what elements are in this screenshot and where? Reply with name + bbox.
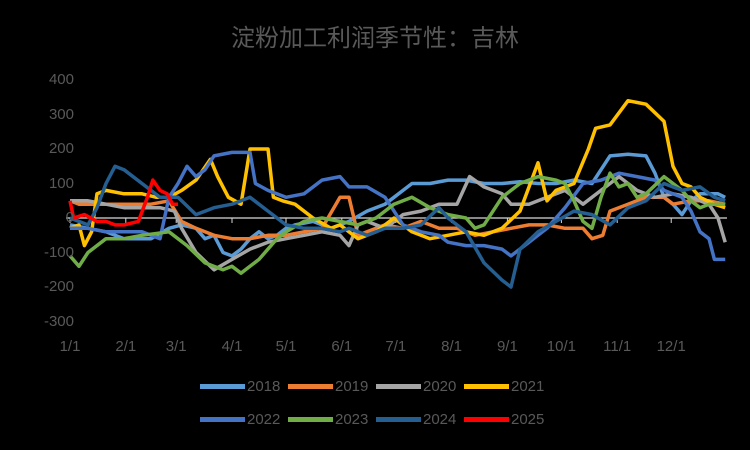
x-tick-label: 3/1 xyxy=(165,338,187,355)
x-tick-label: 8/1 xyxy=(441,338,463,355)
x-tick-label: 11/1 xyxy=(603,338,632,355)
series-line-2025 xyxy=(68,178,178,227)
y-tick-label: 0 xyxy=(65,209,74,226)
x-tick-label: 2/1 xyxy=(115,338,137,355)
x-tick-label: 6/1 xyxy=(331,338,353,355)
legend-swatch xyxy=(376,417,421,422)
legend-item-2022: 2022 xyxy=(200,411,288,428)
chart-legend: 2018 2019 2020 2021 2022 2023 2024 2025 xyxy=(200,378,580,428)
legend-item-2025: 2025 xyxy=(464,411,552,428)
legend-label: 2023 xyxy=(335,411,369,428)
x-tick-label: 9/1 xyxy=(496,338,518,355)
legend-label: 2025 xyxy=(511,411,545,428)
series-line-2023 xyxy=(68,171,726,275)
legend-label: 2018 xyxy=(247,378,281,395)
legend-swatch xyxy=(464,417,509,422)
legend-label: 2019 xyxy=(335,378,369,395)
legend-item-2018: 2018 xyxy=(200,378,288,395)
series-line-2018 xyxy=(69,152,726,258)
legend-label: 2024 xyxy=(423,411,457,428)
legend-label: 2022 xyxy=(247,411,281,428)
legend-item-2023: 2023 xyxy=(288,411,376,428)
legend-swatch xyxy=(288,417,333,422)
y-tick-label: -200 xyxy=(43,278,74,295)
legend-item-2020: 2020 xyxy=(376,378,464,395)
y-tick-label: 400 xyxy=(48,71,74,88)
series-line-2022 xyxy=(70,150,726,262)
chart-title: 淀粉加工利润季节性：吉林 xyxy=(231,24,519,52)
legend-item-2021: 2021 xyxy=(464,378,552,395)
y-tick-label: 100 xyxy=(48,174,74,192)
legend-swatch xyxy=(464,384,509,389)
legend-swatch xyxy=(288,384,333,389)
legend-swatch xyxy=(376,384,421,389)
y-tick-label: -300 xyxy=(43,312,74,330)
x-tick-label: 1/1 xyxy=(59,338,81,355)
legend-item-2019: 2019 xyxy=(288,378,376,395)
series-lines xyxy=(68,98,727,289)
legend-label: 2020 xyxy=(423,378,457,395)
y-tick-label: -100 xyxy=(43,243,74,261)
y-tick-label: 300 xyxy=(48,105,74,123)
x-tick-label: 10/1 xyxy=(546,338,576,355)
y-tick-label: 200 xyxy=(48,140,74,157)
legend-swatch xyxy=(200,417,245,422)
legend-label: 2021 xyxy=(511,378,545,395)
x-tick-label: 4/1 xyxy=(221,338,243,355)
series-line-2020 xyxy=(70,174,727,272)
legend-item-2024: 2024 xyxy=(376,411,464,428)
x-tick-label: 5/1 xyxy=(275,338,297,355)
x-tick-label: 7/1 xyxy=(385,338,407,355)
legend-swatch xyxy=(200,384,245,389)
x-tick-label: 12/1 xyxy=(656,338,686,355)
